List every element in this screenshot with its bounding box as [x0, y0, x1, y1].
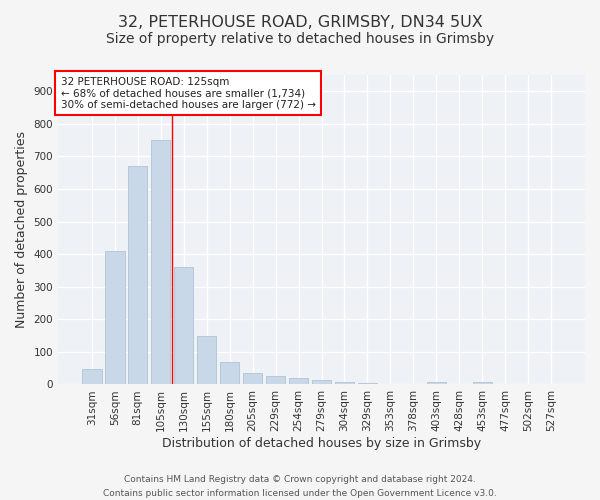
Bar	[151, 140, 170, 384]
Bar	[335, 382, 354, 384]
Bar	[174, 267, 193, 384]
Bar	[197, 336, 217, 384]
Text: 32 PETERHOUSE ROAD: 125sqm
← 68% of detached houses are smaller (1,734)
30% of s: 32 PETERHOUSE ROAD: 125sqm ← 68% of deta…	[61, 76, 316, 110]
Bar	[82, 369, 101, 384]
Y-axis label: Number of detached properties: Number of detached properties	[15, 131, 28, 328]
Bar	[243, 373, 262, 384]
Text: Contains HM Land Registry data © Crown copyright and database right 2024.
Contai: Contains HM Land Registry data © Crown c…	[103, 476, 497, 498]
Bar	[105, 251, 125, 384]
Text: Size of property relative to detached houses in Grimsby: Size of property relative to detached ho…	[106, 32, 494, 46]
Bar	[289, 378, 308, 384]
Bar	[312, 380, 331, 384]
Bar	[427, 382, 446, 384]
Text: 32, PETERHOUSE ROAD, GRIMSBY, DN34 5UX: 32, PETERHOUSE ROAD, GRIMSBY, DN34 5UX	[118, 15, 482, 30]
Bar	[473, 382, 492, 384]
Bar	[220, 362, 239, 384]
Bar	[266, 376, 286, 384]
X-axis label: Distribution of detached houses by size in Grimsby: Distribution of detached houses by size …	[162, 437, 481, 450]
Bar	[358, 383, 377, 384]
Bar	[128, 166, 148, 384]
